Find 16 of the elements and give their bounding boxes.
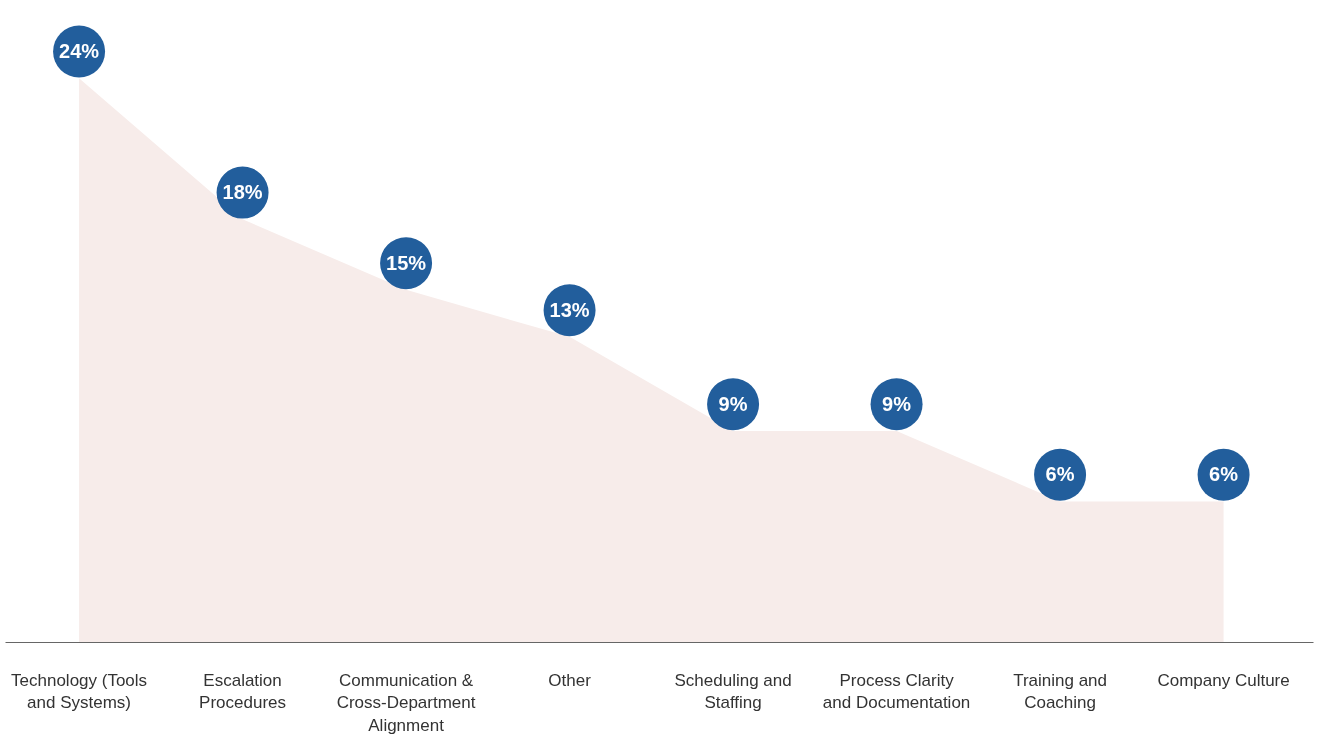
x-tick-label: Process Clarity and Documentation [822,670,971,713]
data-label: 6% [1209,463,1239,486]
data-label: 15% [386,251,427,274]
data-label: 6% [1045,463,1075,486]
x-tick-label: Training and Coaching [1013,670,1108,713]
x-tick-label: Scheduling and Staffing [674,670,792,713]
x-tick-label: Company Culture [1157,670,1290,690]
x-tick-label: Communication & Cross-Department Alignment [336,670,476,736]
x-tick-label: Technology (Tools and Systems) [11,670,148,713]
data-label: 9% [882,392,912,415]
data-label: 18% [222,181,263,204]
x-tick-label: Other [548,670,592,690]
data-label: 9% [718,392,748,415]
x-tick-label: Escalation Procedures [199,670,287,713]
data-label: 13% [549,298,590,321]
data-label: 24% [59,40,100,63]
